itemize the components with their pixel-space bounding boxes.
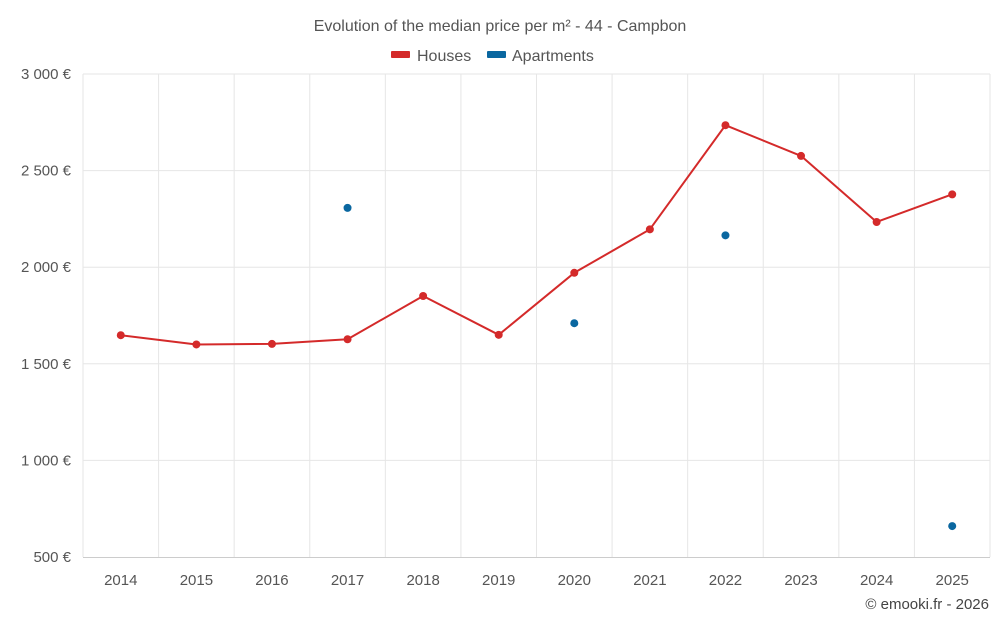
houses-point-2025[interactable]: [948, 190, 957, 199]
legend-item-houses[interactable]: Houses: [391, 48, 471, 65]
x-tick-label: 2021: [633, 572, 666, 589]
x-axis-tick-labels: 2014 2015 2016 2017 2018 2019 2020 2021 2022 2023…: [104, 572, 969, 589]
y-tick-label: 2 000 €: [21, 259, 72, 276]
houses-point-2016[interactable]: [267, 339, 276, 348]
houses-point-2020[interactable]: [570, 268, 579, 277]
apartments-point-2020[interactable]: [570, 319, 579, 328]
y-tick-label: 500 €: [33, 549, 71, 566]
legend-swatch-apartments: [487, 51, 506, 58]
x-tick-label: 2017: [331, 572, 364, 589]
x-tick-label: 2025: [936, 572, 969, 589]
houses-point-2019[interactable]: [494, 330, 503, 339]
houses-point-2022[interactable]: [721, 121, 730, 130]
x-tick-label: 2023: [784, 572, 817, 589]
series-apartments: [343, 203, 957, 531]
legend-label-apartments: Apartments: [512, 48, 594, 65]
x-tick-label: 2015: [180, 572, 213, 589]
legend-item-apartments[interactable]: Apartments: [487, 48, 594, 65]
houses-point-2021[interactable]: [645, 225, 654, 234]
x-tick-label: 2022: [709, 572, 742, 589]
credit-text[interactable]: © emooki.fr - 2026: [865, 596, 989, 613]
houses-point-2017[interactable]: [343, 335, 352, 344]
vertical-gridlines: [82, 74, 991, 557]
apartments-point-2022[interactable]: [721, 231, 730, 240]
houses-point-2018[interactable]: [419, 291, 428, 300]
houses-point-2014[interactable]: [116, 331, 125, 340]
apartments-point-2017[interactable]: [343, 203, 352, 212]
x-tick-label: 2019: [482, 572, 515, 589]
houses-point-2023[interactable]: [797, 151, 806, 160]
chart-title: Evolution of the median price per m² - 4…: [314, 18, 687, 35]
x-tick-label: 2018: [406, 572, 439, 589]
houses-point-2024[interactable]: [872, 217, 881, 226]
y-tick-label: 2 500 €: [21, 163, 72, 180]
houses-line: [120, 124, 953, 346]
x-tick-label: 2024: [860, 572, 893, 589]
houses-point-2015[interactable]: [192, 340, 201, 349]
y-tick-label: 1 000 €: [21, 452, 72, 469]
legend-label-houses: Houses: [417, 48, 471, 65]
apartments-point-2025[interactable]: [948, 522, 957, 531]
x-tick-label: 2014: [104, 572, 137, 589]
legend: Houses Apartments: [391, 48, 594, 65]
x-tick-label: 2016: [255, 572, 288, 589]
y-axis-tick-labels: 500 € 1 000 € 1 500 € 2 000 € 2 500 € 3 000 €: [21, 66, 72, 566]
x-tick-label: 2020: [558, 572, 591, 589]
y-tick-label: 1 500 €: [21, 356, 72, 373]
y-tick-label: 3 000 €: [21, 66, 72, 83]
horizontal-gridlines: [83, 73, 990, 461]
series-houses: [116, 121, 957, 349]
legend-swatch-houses: [391, 51, 410, 58]
